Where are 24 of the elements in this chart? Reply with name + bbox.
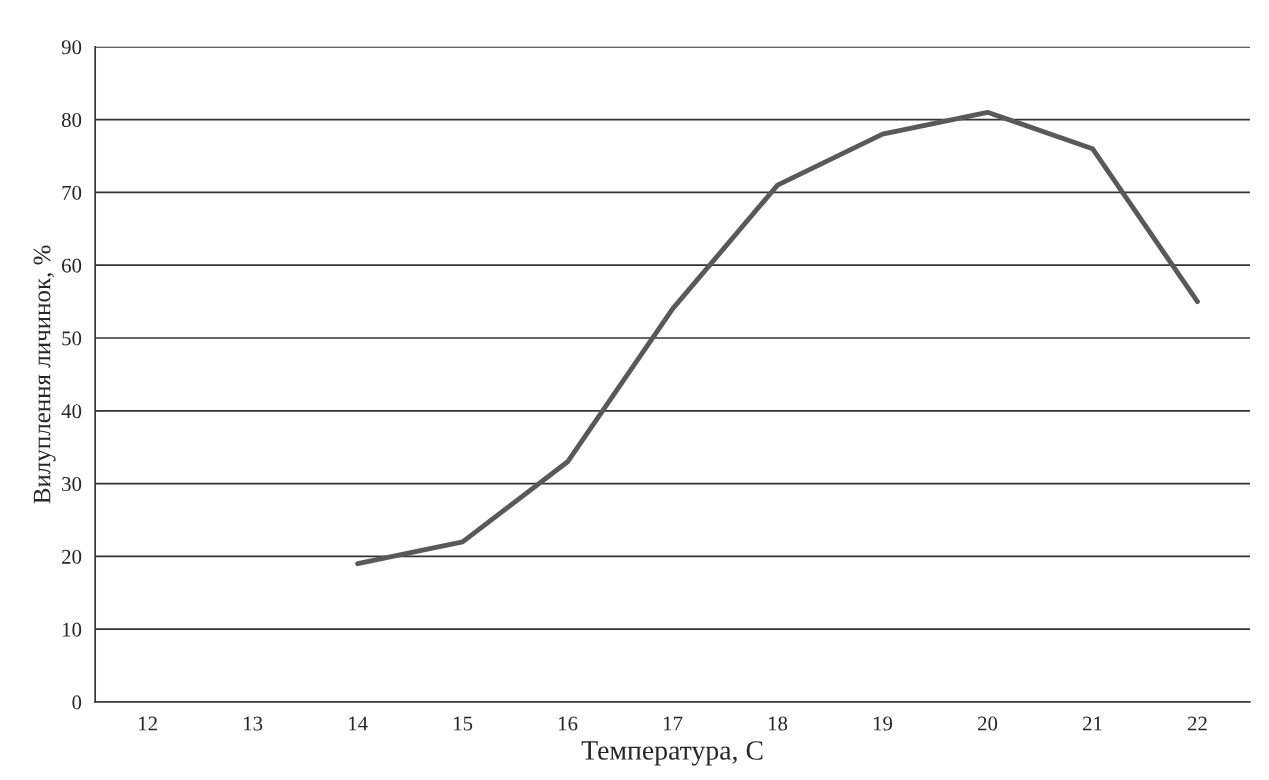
y-tick-label: 40 — [61, 404, 82, 419]
y-tick-label: 30 — [62, 476, 82, 492]
x-tick-label: 16 — [559, 716, 578, 731]
y-tick-label: 60 — [62, 258, 82, 273]
x-tick-label: 19 — [873, 716, 893, 731]
x-tick-label: 12 — [139, 716, 157, 731]
y-tick-label: 70 — [62, 185, 82, 200]
y-axis-title: Вилуплення личинок, % — [33, 245, 56, 504]
x-axis-title: Температура, С — [581, 741, 763, 766]
y-tick-label: 90 — [61, 40, 82, 55]
x-tick-label: 17 — [663, 716, 683, 731]
y-tick-label: 0 — [72, 695, 82, 710]
x-tick-label: 15 — [454, 716, 473, 731]
y-tick-label: 50 — [62, 331, 82, 346]
y-tick-label: 20 — [62, 549, 82, 564]
x-tick-label: 14 — [349, 716, 368, 731]
x-tick-label: 20 — [978, 716, 998, 731]
x-tick-label: 13 — [244, 716, 263, 731]
y-tick-label: 80 — [61, 112, 82, 128]
x-tick-label: 21 — [1082, 716, 1102, 731]
y-tick-label: 10 — [62, 622, 82, 637]
line-series — [355, 109, 1200, 567]
x-tick-label: 22 — [1187, 716, 1207, 731]
x-tick-label: 18 — [768, 716, 788, 731]
